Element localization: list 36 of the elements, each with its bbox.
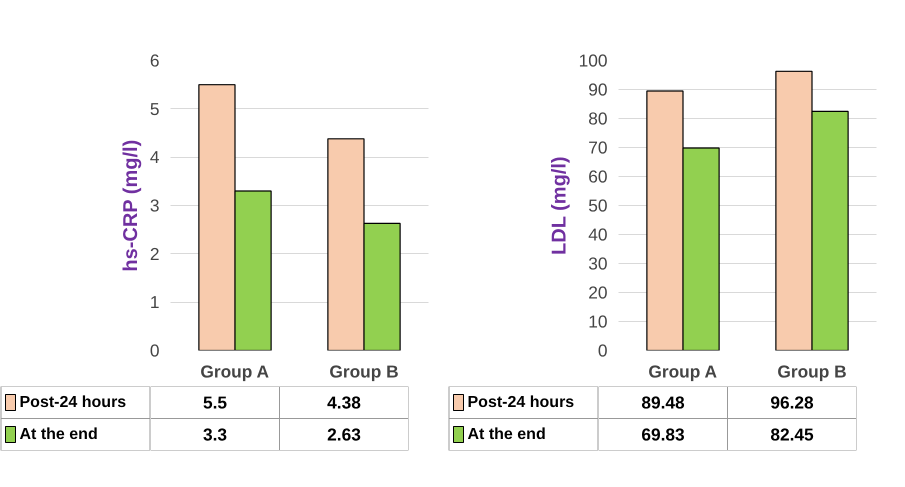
data-label: 69.83 [641,424,686,444]
y-tick-label: 90 [588,80,608,100]
y-tick-label: 80 [588,108,608,128]
legend-label: At the end [20,426,98,443]
x-tick-label: Group A [200,362,270,382]
y-tick-label: 50 [588,196,608,216]
y-tick-label: 6 [150,50,160,70]
y-tick-label: 3 [150,196,160,216]
data-label: 89.48 [641,392,686,412]
y-tick-label: 40 [588,224,608,244]
y-tick-label: 1 [150,292,160,312]
y-tick-label: 30 [588,254,608,274]
data-label: 3.3 [202,424,228,444]
y-tick-label: 70 [588,138,608,158]
y-tick-label: 0 [598,340,608,360]
y-tick-label: 0 [150,340,160,360]
legend-label: Post-24 hours [20,394,126,411]
y-tick-label: 2 [150,244,160,264]
y-tick-label: 20 [588,282,608,302]
y-axis-title: LDL (mg/l) [548,156,571,255]
legend-label: Post-24 hours [468,394,574,411]
data-label: 82.45 [770,424,814,444]
y-tick-label: 60 [588,166,608,186]
data-label: 4.38 [327,392,362,412]
y-axis-title: hs-CRP (mg/l) [120,140,142,272]
data-label: 96.28 [770,392,814,412]
data-label: 2.63 [327,424,362,444]
y-tick-label: 10 [588,312,608,332]
y-tick-label: 5 [150,98,160,119]
x-tick-label: Group B [329,362,399,382]
y-tick-label: 100 [578,50,608,70]
legend-label: At the end [468,426,546,443]
data-label: 5.5 [202,392,228,412]
x-tick-label: Group A [648,362,718,382]
y-tick-label: 4 [150,147,160,168]
x-tick-label: Group B [777,362,847,382]
